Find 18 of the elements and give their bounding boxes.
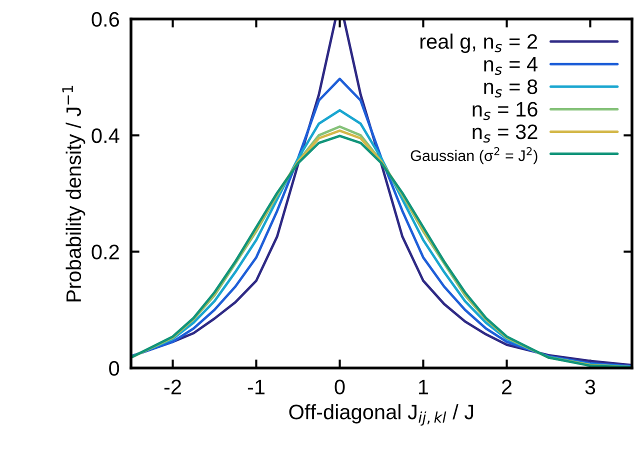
legend-label: n$_{s}$ = 16 [472, 102, 538, 120]
y-axis-title: Probability density / J$^{−1}$ [62, 86, 86, 302]
legend-label: n$_{s}$ = 32 [472, 124, 538, 143]
x-tick-label: 1 [419, 380, 428, 394]
x-tick-label: 3 [585, 380, 596, 394]
x-tick-label: -2 [164, 380, 181, 394]
legend-label: n$_{s}$ = 8 [484, 79, 538, 98]
legend-label: n$_{s}$ = 4 [484, 57, 538, 75]
y-tick-label: 0.4 [92, 128, 120, 144]
y-tick-label: 0.6 [92, 12, 119, 27]
x-tick-label: 2 [502, 380, 512, 394]
legend-label: real g, n$_{s}$ = 2 [420, 34, 538, 54]
y-tick-label: 0 [109, 361, 120, 376]
legend-label: Gaussian (σ$^{2}$ = J$^{2}$) [410, 147, 538, 164]
y-tick-label: 0.2 [92, 244, 119, 260]
x-tick-label: -1 [248, 380, 264, 394]
x-axis-title: Off-diagonal J$_{ij,kl}$ / J [289, 404, 474, 426]
x-tick-label: 0 [334, 380, 345, 394]
